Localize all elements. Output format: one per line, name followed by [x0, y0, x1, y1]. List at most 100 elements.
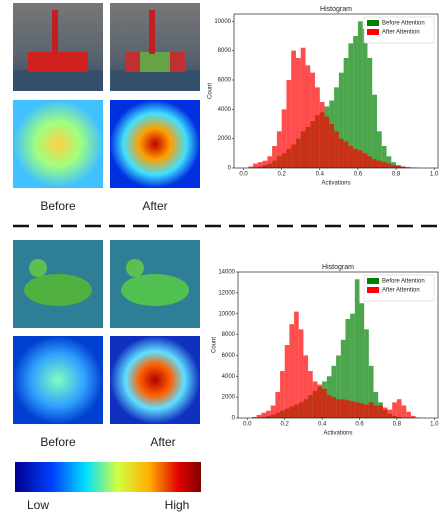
bar — [284, 345, 290, 418]
x-tick-label: 1.0 — [430, 422, 439, 428]
y-tick-label: 2000 — [222, 395, 236, 401]
y-tick-label: 2000 — [218, 136, 232, 142]
bar — [319, 102, 325, 168]
bar — [252, 416, 257, 418]
bar — [396, 399, 402, 418]
bar — [357, 150, 363, 168]
label: Before — [40, 199, 76, 213]
bar — [315, 87, 320, 168]
colorbar-label: Low — [27, 498, 49, 512]
bar — [376, 160, 382, 168]
bar — [317, 384, 323, 418]
y-tick-label: 6000 — [218, 78, 232, 84]
bar — [303, 355, 309, 418]
bar — [368, 402, 374, 418]
bar — [391, 165, 397, 168]
x-tick-label: 0.6 — [355, 422, 364, 428]
label: After — [150, 435, 175, 449]
bar — [343, 141, 349, 168]
bar — [382, 407, 388, 418]
bar — [386, 163, 392, 168]
y-axis-label: Count — [212, 337, 218, 353]
bar — [272, 146, 277, 168]
bar — [350, 313, 355, 418]
bar — [305, 65, 311, 168]
chart-title: Histogram — [322, 264, 354, 271]
bar — [373, 391, 379, 418]
bar — [362, 153, 368, 168]
legend-label: Before Attention — [382, 279, 425, 285]
bar — [298, 329, 304, 418]
legend-label: Before Attention — [382, 21, 425, 27]
bar — [286, 80, 292, 168]
bar — [324, 116, 330, 168]
bar — [334, 131, 339, 168]
colorbar-label: High — [165, 498, 190, 512]
x-tick-label: 0.2 — [277, 172, 286, 178]
x-tick-label: 0.4 — [318, 422, 327, 428]
bar — [326, 395, 332, 418]
bar — [359, 403, 365, 418]
bar — [381, 162, 387, 168]
chart-title: Histogram — [320, 6, 352, 13]
bar — [381, 146, 387, 168]
bar — [405, 167, 411, 168]
bar — [364, 404, 369, 418]
x-tick-label: 1.0 — [430, 172, 439, 178]
bar — [367, 156, 373, 168]
bar — [353, 148, 358, 168]
bar — [331, 397, 337, 418]
bar — [336, 399, 341, 418]
y-tick-label: 8000 — [218, 48, 232, 54]
x-axis-label: Activations — [323, 431, 352, 437]
bar — [406, 411, 411, 418]
bar — [253, 163, 258, 168]
bar — [372, 159, 377, 168]
x-tick-label: 0.4 — [316, 172, 325, 178]
y-tick-label: 0 — [228, 166, 232, 172]
bar — [343, 58, 349, 168]
bar — [334, 87, 339, 168]
legend-label: After Attention — [382, 288, 420, 294]
bar — [329, 124, 335, 168]
bar — [338, 72, 344, 168]
x-axis-label: Activations — [321, 181, 350, 187]
label: Before — [40, 435, 76, 449]
bar — [348, 43, 354, 169]
bar — [322, 388, 327, 418]
bar — [281, 109, 287, 168]
legend-label: After Attention — [382, 30, 420, 36]
bar — [373, 405, 379, 418]
bar — [367, 58, 373, 168]
bar — [266, 410, 271, 418]
bar — [376, 131, 382, 168]
x-tick-label: 0.8 — [392, 172, 401, 178]
bar — [340, 339, 346, 418]
x-tick-label: 0.2 — [281, 422, 290, 428]
x-tick-label: 0.8 — [393, 422, 402, 428]
bar — [410, 415, 416, 418]
bar — [348, 146, 354, 168]
bar — [345, 318, 351, 418]
bar — [368, 365, 374, 418]
y-tick-label: 6000 — [222, 353, 236, 359]
y-axis-label: Count — [208, 83, 214, 99]
bar — [312, 381, 318, 418]
bar — [270, 405, 276, 418]
bar — [338, 138, 344, 168]
bar — [248, 166, 254, 168]
bar — [276, 131, 282, 168]
bar — [308, 371, 313, 418]
plot-frame — [233, 13, 439, 169]
bar — [354, 402, 360, 418]
bar — [294, 311, 299, 418]
bar — [291, 50, 296, 168]
bar — [262, 160, 268, 168]
photos — [13, 3, 438, 492]
bar — [340, 399, 346, 418]
y-tick-label: 8000 — [222, 332, 236, 338]
legend-swatch — [367, 29, 379, 35]
bar — [372, 94, 377, 168]
bar — [359, 303, 365, 418]
